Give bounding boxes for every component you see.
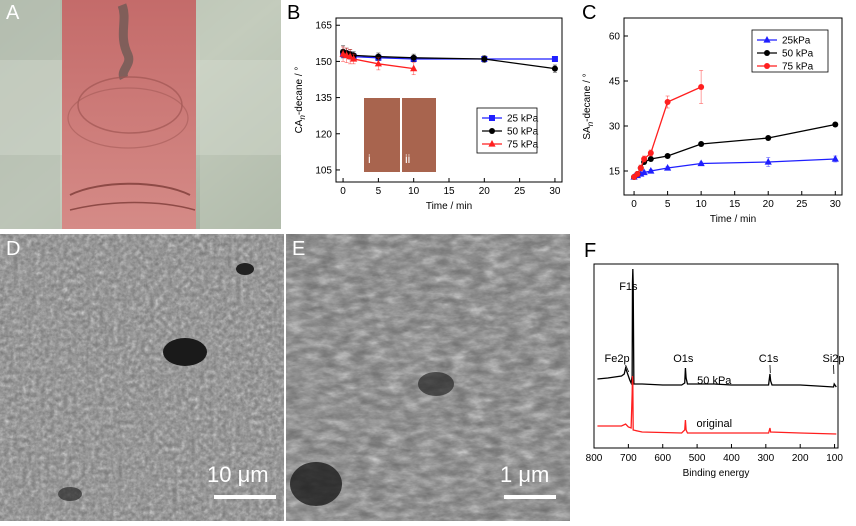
panel-label-d: D (6, 238, 20, 261)
data-point-c (665, 99, 671, 105)
x-tick-label-f: 400 (723, 453, 740, 464)
x-tick-label-b: 10 (408, 186, 420, 197)
legend-label-b-1: 50 kPa (507, 127, 539, 138)
x-tick-label-b: 5 (376, 186, 382, 197)
data-point-b (411, 55, 417, 61)
y-tick-label-b: 135 (315, 93, 332, 104)
x-tick-label-f: 500 (689, 453, 706, 464)
legend-label-c-1: 50 kPa (782, 49, 814, 60)
series-c-2 (631, 71, 704, 181)
x-tick-label-b: 30 (549, 186, 561, 197)
x-tick-label-f: 800 (586, 453, 603, 464)
peak-label-o1s: O1s (673, 353, 694, 365)
x-tick-label-f: 200 (792, 453, 809, 464)
data-point-c (648, 156, 654, 162)
legend-label-b-2: 75 kPa (507, 140, 539, 151)
y-tick-label-c: 15 (609, 167, 621, 178)
y-axis-label-c: SAn-decane / ° (582, 73, 595, 139)
panel-label-b: B (287, 2, 300, 25)
scale-bar-label-e: 1 μm (500, 462, 549, 488)
data-point-c (634, 171, 640, 177)
photo-a (0, 0, 281, 229)
peak-label-fe2p: Fe2p (604, 353, 629, 365)
legend-label-c-0: 25kPa (782, 36, 811, 47)
series-c-0 (630, 155, 838, 180)
data-point-c (665, 153, 671, 159)
sem-panel-e: E 1 μm (286, 234, 570, 521)
data-point-c (641, 156, 647, 162)
peak-label-c1s: C1s (759, 353, 779, 365)
data-point-b (552, 56, 558, 62)
panel-label-a: A (6, 2, 19, 25)
series-b-2 (339, 47, 417, 75)
y-tick-label-b: 105 (315, 165, 332, 176)
chart-c: 0 5 10 15 20 25 30 15 30 45 60 Time / min SAn-decane… (574, 0, 856, 229)
legend-marker-c-2 (764, 63, 770, 69)
x-tick-label-f: 100 (826, 453, 843, 464)
data-point-c (698, 141, 704, 147)
x-tick-label-f: 700 (620, 453, 637, 464)
series-label-original: original (697, 418, 732, 430)
chart-b: 0 5 10 15 20 25 30 105 120 135 150 165 Time / min CAn… (282, 0, 574, 229)
x-tick-label-c: 15 (729, 199, 741, 210)
scale-bar-label-d: 10 μm (207, 462, 269, 488)
scale-bar-e (504, 495, 556, 499)
inset-label-ii: ii (405, 152, 410, 166)
y-tick-label-b: 150 (315, 57, 332, 68)
x-axis-label-c: Time / min (710, 214, 756, 225)
x-tick-label-b: 25 (514, 186, 526, 197)
legend-marker-c-1 (764, 50, 770, 56)
y-tick-label-c: 30 (609, 122, 621, 133)
data-point-c (832, 122, 838, 128)
x-tick-label-c: 25 (796, 199, 808, 210)
data-point-b (552, 66, 558, 72)
x-tick-label-b: 20 (479, 186, 491, 197)
series-label-50kpa: 50 kPa (697, 375, 732, 387)
data-point-b (481, 56, 487, 62)
peak-label-si2p: Si2p (823, 353, 845, 365)
x-tick-label-c: 10 (696, 199, 708, 210)
x-tick-label-c: 0 (631, 199, 637, 210)
y-axis-label-b: CAn-decane / ° (294, 67, 307, 134)
data-point-c (832, 155, 839, 162)
sem-panel-d: D 10 μm (0, 234, 284, 521)
x-tick-label-c: 5 (665, 199, 671, 210)
y-tick-label-c: 60 (609, 32, 621, 43)
x-tick-label-f: 300 (757, 453, 774, 464)
data-point-c (765, 135, 771, 141)
data-point-c (698, 84, 704, 90)
chart-panel-b: B 0 5 10 15 20 25 30 105 120 135 150 165 Time / min C… (282, 0, 574, 229)
x-axis-label-f: Binding energy (683, 468, 750, 479)
series-line-b-1 (343, 52, 555, 69)
panel-label-e: E (292, 238, 305, 261)
peak-label-f1s: F1s (619, 281, 638, 293)
x-tick-label-c: 30 (830, 199, 842, 210)
x-tick-label-b: 0 (340, 186, 346, 197)
scale-bar-d (214, 495, 276, 499)
x-tick-label-b: 15 (443, 186, 455, 197)
data-point-c (648, 150, 654, 156)
inset-label-i: i (368, 152, 371, 166)
series-c-1 (631, 122, 838, 181)
panel-label-c: C (582, 2, 596, 25)
legend-label-c-2: 75 kPa (782, 62, 814, 73)
x-tick-label-c: 20 (763, 199, 775, 210)
legend-label-b-0: 25 kPa (507, 114, 539, 125)
panel-label-f: F (584, 240, 596, 263)
chart-panel-f: F 800 700 600 500 400 300 200 100 Binding energy… (572, 234, 856, 521)
legend-marker-b-0 (489, 115, 495, 121)
series-line-c-0 (634, 159, 835, 177)
legend-marker-b-1 (489, 128, 495, 134)
y-tick-label-b: 120 (315, 129, 332, 140)
chart-f: 800 700 600 500 400 300 200 100 Binding energy F1… (572, 234, 856, 521)
photo-panel-a: A (0, 0, 281, 229)
y-tick-label-c: 45 (609, 77, 621, 88)
chart-panel-c: C 0 5 10 15 20 25 30 15 30 45 60 Time / min SAn-deca… (574, 0, 856, 229)
data-point-c (638, 165, 644, 171)
y-tick-label-b: 165 (315, 21, 332, 32)
x-axis-label-b: Time / min (426, 201, 472, 212)
x-tick-label-f: 600 (654, 453, 671, 464)
